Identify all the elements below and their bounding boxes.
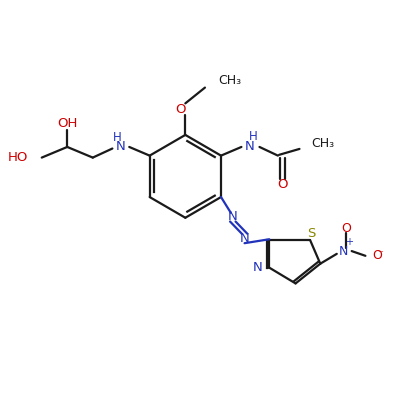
Text: N: N xyxy=(240,232,250,245)
Text: +: + xyxy=(344,237,352,247)
Text: O: O xyxy=(277,178,288,191)
Text: N: N xyxy=(116,140,125,154)
Text: ⁻: ⁻ xyxy=(377,249,383,259)
Text: CH₃: CH₃ xyxy=(219,74,242,87)
Text: O: O xyxy=(341,222,351,235)
Text: S: S xyxy=(307,227,315,240)
Text: N: N xyxy=(339,245,348,258)
Text: OH: OH xyxy=(57,117,78,130)
Text: N: N xyxy=(228,210,238,223)
Text: CH₃: CH₃ xyxy=(311,137,334,150)
Text: N: N xyxy=(252,261,262,274)
Text: O: O xyxy=(175,103,186,116)
Text: HO: HO xyxy=(8,151,28,164)
Text: N: N xyxy=(244,140,254,154)
Text: H: H xyxy=(113,131,122,144)
Text: O: O xyxy=(372,249,382,262)
Text: H: H xyxy=(249,130,258,143)
